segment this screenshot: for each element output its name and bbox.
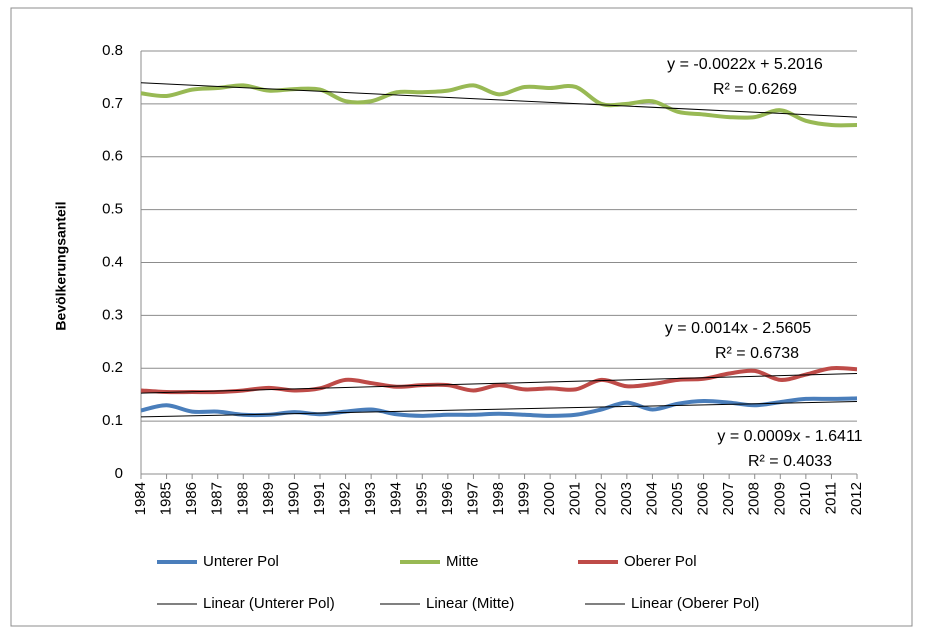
trend-r2: R² = 0.6738: [715, 345, 799, 362]
trend-r2: R² = 0.4033: [748, 453, 832, 470]
x-tick-label: 2001: [567, 482, 584, 515]
legend-label: Oberer Pol: [624, 553, 697, 570]
x-tick-label: 2007: [720, 482, 737, 515]
x-tick-label: 1995: [413, 482, 430, 515]
x-tick-label: 2006: [695, 482, 712, 515]
x-tick-label: 1988: [234, 482, 251, 515]
y-tick-label: 0.1: [102, 412, 123, 429]
x-tick-label: 2010: [797, 482, 814, 515]
x-tick-label: 1987: [209, 482, 226, 515]
chart-border: [10, 7, 913, 627]
y-tick-label: 0.5: [102, 201, 123, 218]
x-tick-label: 1992: [337, 482, 354, 515]
legend-label: Unterer Pol: [203, 553, 279, 570]
x-tick-label: 1993: [362, 482, 379, 515]
trendline: [140, 82, 858, 118]
legend-label: Linear (Oberer Pol): [631, 595, 759, 612]
legend-label: Mitte: [446, 553, 479, 570]
x-tick-label: 1985: [158, 482, 175, 515]
x-tick-label: 1994: [388, 482, 405, 515]
x-tick-label: 2003: [618, 482, 635, 515]
y-tick-label: 0.8: [102, 42, 123, 59]
x-tick-label: 1989: [260, 482, 277, 515]
y-tick-label: 0.7: [102, 95, 123, 112]
x-tick-label: 2004: [643, 482, 660, 515]
x-tick-label: 1999: [516, 482, 533, 515]
trend-r2: R² = 0.6269: [713, 81, 797, 98]
trend-equation: y = -0.0022x + 5.2016: [667, 56, 823, 73]
trendline: [140, 373, 858, 394]
x-tick-label: 1986: [183, 482, 200, 515]
y-tick-label: 0.3: [102, 306, 123, 323]
x-tick-label: 1990: [285, 482, 302, 515]
y-tick-label: 0: [115, 465, 123, 482]
x-tick-label: 1996: [439, 482, 456, 515]
x-tick-label: 1984: [132, 482, 149, 515]
series-line: [140, 396, 858, 418]
legend-label: Linear (Mitte): [426, 595, 514, 612]
trend-equation: y = 0.0009x - 1.6411: [717, 428, 862, 445]
x-tick-label: 2012: [848, 482, 865, 515]
x-tick-label: 2002: [592, 482, 609, 515]
x-tick-label: 1997: [464, 482, 481, 515]
y-tick-label: 0.2: [102, 359, 123, 376]
series-line: [140, 83, 858, 128]
trend-equation: y = 0.0014x - 2.5605: [665, 320, 811, 337]
x-tick-label: 2009: [771, 482, 788, 515]
x-tick-label: 1991: [311, 482, 328, 515]
legend-label: Linear (Unterer Pol): [203, 595, 335, 612]
trendline: [140, 401, 858, 418]
x-tick-label: 1998: [490, 482, 507, 515]
y-axis-title: Bevölkerungsanteil: [53, 201, 69, 330]
y-tick-label: 0.4: [102, 253, 123, 270]
y-tick-label: 0.6: [102, 148, 123, 165]
x-tick-label: 2000: [541, 482, 558, 515]
x-tick-label: 2011: [822, 482, 839, 514]
x-tick-label: 2005: [669, 482, 686, 515]
series-line: [140, 366, 858, 395]
x-tick-label: 2008: [746, 482, 763, 515]
